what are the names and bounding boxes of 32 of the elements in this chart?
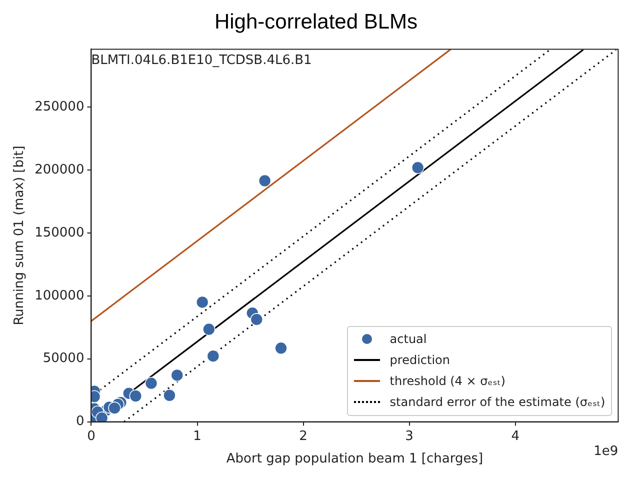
- point: [170, 368, 184, 382]
- point: [196, 296, 209, 309]
- x-axis-title: Abort gap population beam 1 [charges]: [226, 452, 484, 467]
- legend-label: prediction: [390, 353, 450, 368]
- text: 1e9: [594, 444, 618, 459]
- y-tick-label: 0: [76, 414, 84, 430]
- y-tick-label: 250000: [34, 99, 84, 114]
- legend-label: standard error of the estimate (σₑₛₜ): [390, 395, 606, 410]
- x-tick-label: 2: [299, 428, 308, 444]
- point: [274, 342, 288, 355]
- point: [258, 174, 272, 188]
- x-tick-label: 3: [405, 428, 414, 444]
- point: [108, 402, 121, 414]
- x-tick-label: 1: [193, 428, 202, 444]
- point: [144, 376, 158, 390]
- y-tick-label: 150000: [34, 225, 84, 240]
- y-tick-label: 200000: [34, 162, 84, 178]
- point: [411, 161, 424, 174]
- x-tick-label: 4: [511, 428, 520, 444]
- legend-label: actual: [390, 332, 427, 346]
- point: [206, 350, 220, 362]
- y-tick-label: 100000: [34, 288, 84, 304]
- y-tick-label: 50000: [42, 351, 84, 366]
- point: [202, 322, 216, 336]
- legend-label: threshold (4 × σₑₛₜ): [390, 374, 506, 388]
- point: [129, 390, 142, 402]
- point: [163, 388, 176, 402]
- y-axis-title: Running sum 01 (max) [bit]: [12, 146, 28, 326]
- annotation: BLMTI.04L6.B1E10_TCDSB.4L6.B1: [91, 53, 312, 68]
- x-tick-label: 0: [87, 428, 96, 444]
- point: [250, 313, 264, 326]
- chart-title: High-correlated BLMs: [214, 10, 418, 34]
